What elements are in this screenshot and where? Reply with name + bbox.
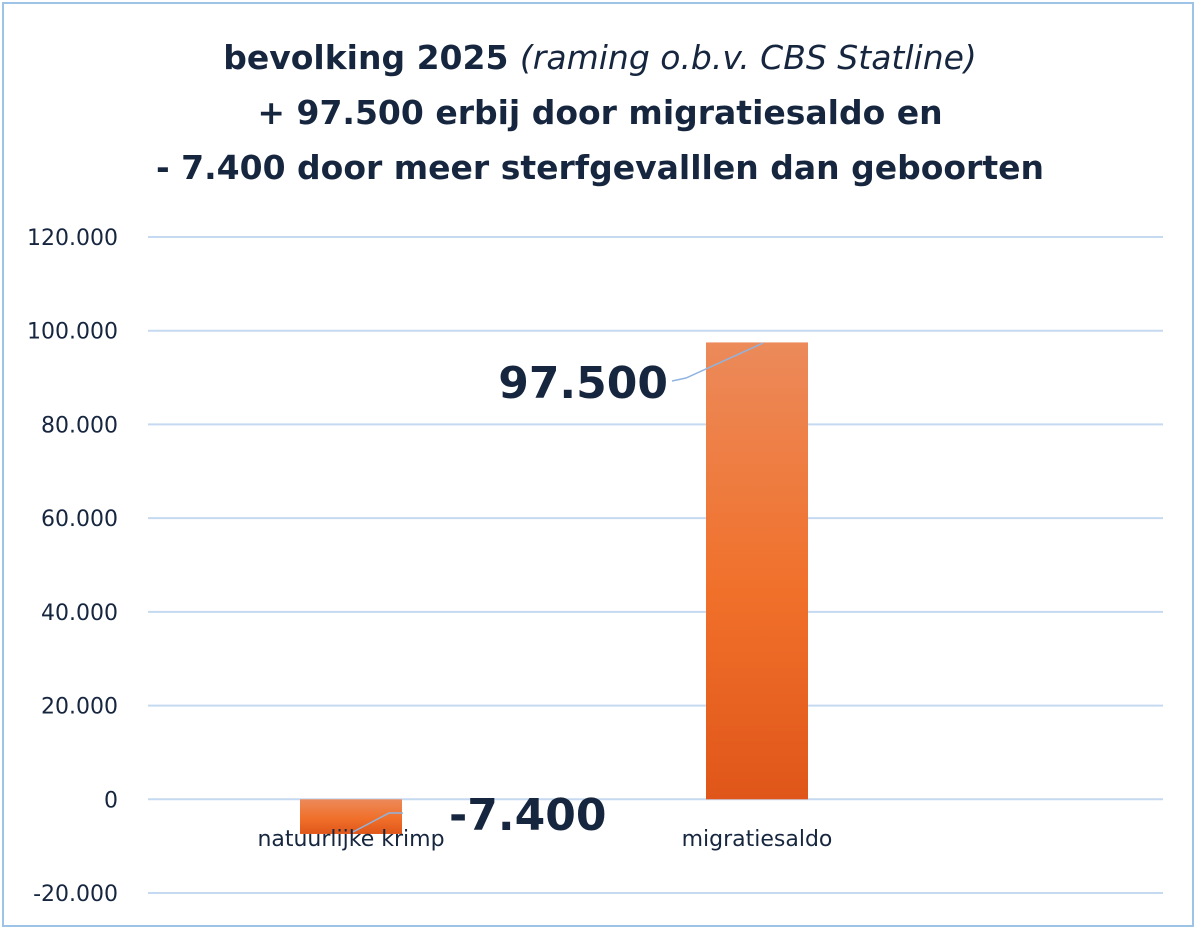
category-label: natuurlijke krimp bbox=[257, 827, 444, 852]
data-label: -7.400 bbox=[449, 790, 606, 841]
y-tick-label: 80.000 bbox=[41, 413, 118, 438]
chart-title: bevolking 2025 (raming o.b.v. CBS Statli… bbox=[0, 30, 1200, 195]
title-line-1: bevolking 2025 (raming o.b.v. CBS Statli… bbox=[0, 30, 1200, 85]
y-tick-label: 100.000 bbox=[27, 320, 118, 345]
y-tick-label: 0 bbox=[104, 788, 118, 813]
y-tick-label: 20.000 bbox=[41, 695, 118, 720]
leader-lines bbox=[352, 342, 764, 833]
y-tick-label: -20.000 bbox=[33, 882, 118, 907]
title-line-3: - 7.400 door meer sterfgevalllen dan geb… bbox=[156, 148, 1044, 187]
bar bbox=[300, 799, 402, 834]
bars bbox=[300, 342, 808, 834]
y-axis-ticks: -20.000 0 20.000 40.000 60.000 80.000 100.000 1… bbox=[27, 226, 118, 907]
y-tick-label: 60.000 bbox=[41, 507, 118, 532]
title-bold-part: bevolking 2025 bbox=[223, 38, 509, 77]
leader-line bbox=[671, 342, 764, 382]
y-tick-label: 40.000 bbox=[41, 601, 118, 626]
labels: natuurlijke krimp -7.400 migratiesaldo 97.5… bbox=[257, 358, 832, 852]
title-line-2: + 97.500 erbij door migratiesaldo en bbox=[257, 93, 943, 132]
y-tick-label: 120.000 bbox=[27, 226, 118, 251]
gridlines bbox=[148, 236, 1163, 894]
title-italic-part: (raming o.b.v. CBS Statline) bbox=[519, 38, 977, 77]
bar bbox=[706, 342, 808, 800]
data-label: 97.500 bbox=[498, 358, 668, 409]
leader-line bbox=[352, 812, 403, 833]
category-label: migratiesaldo bbox=[682, 827, 833, 852]
